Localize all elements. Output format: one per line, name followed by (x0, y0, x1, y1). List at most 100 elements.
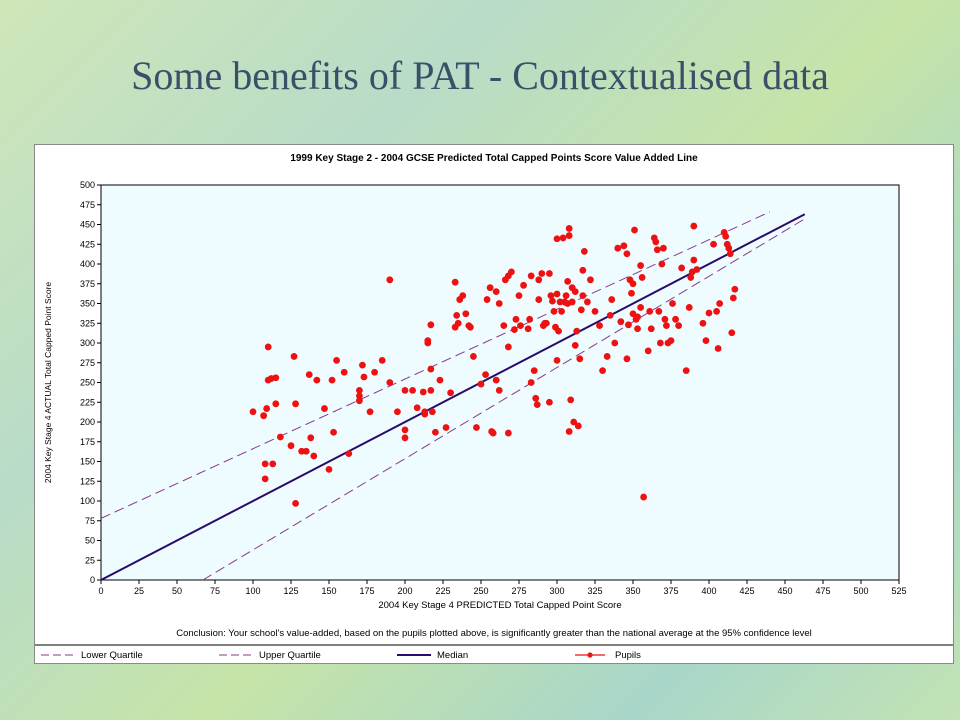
pupil-point (427, 365, 435, 373)
pupil-point (394, 408, 401, 416)
pupil-point (413, 404, 421, 412)
pupil-point (646, 308, 654, 315)
pupil-point (359, 361, 366, 369)
pupil-point (272, 374, 280, 382)
x-tick-label: 375 (663, 586, 678, 596)
chart-panel: 1999 Key Stage 2 - 2004 GCSE Predicted T… (34, 144, 954, 664)
pupil-point (546, 270, 553, 277)
y-tick-label: 75 (85, 516, 95, 526)
pupil-point (577, 306, 585, 314)
y-tick-label: 400 (80, 259, 95, 269)
pupil-point (533, 401, 541, 409)
pupil-point (587, 276, 594, 284)
x-tick-label: 325 (587, 586, 602, 596)
pupil-point (576, 355, 584, 363)
pupil-point (579, 266, 587, 274)
value-added-scatter-chart: 1999 Key Stage 2 - 2004 GCSE Predicted T… (35, 153, 953, 661)
pupil-point (512, 315, 520, 323)
x-tick-label: 475 (815, 586, 830, 596)
pupil-point (261, 475, 269, 483)
x-tick-label: 225 (435, 586, 450, 596)
pupil-point (638, 274, 646, 281)
pupil-point (716, 300, 724, 307)
pupil-point (473, 424, 480, 431)
pupil-point (378, 356, 386, 364)
pupil-point (325, 466, 333, 473)
x-axis-label: 2004 Key Stage 4 PREDICTED Total Capped … (378, 600, 621, 611)
pupil-point (538, 270, 546, 277)
pupil-point (419, 388, 427, 396)
pupil-point (722, 232, 730, 240)
pupil-point (579, 292, 587, 299)
pupil-point (623, 250, 631, 258)
pupil-point (678, 264, 686, 272)
pupil-point (614, 244, 622, 252)
pupil-point (483, 296, 491, 303)
pupil-point (675, 322, 682, 330)
pupil-point (573, 327, 581, 335)
pupil-point (729, 294, 737, 302)
legend-pupils-marker (587, 652, 593, 658)
x-tick-label: 200 (397, 586, 412, 596)
y-tick-label: 0 (90, 575, 95, 585)
pupil-point (428, 408, 436, 416)
x-tick-label: 50 (172, 586, 182, 596)
pupil-point (504, 429, 512, 437)
pupil-point (608, 296, 616, 303)
pupil-point (634, 325, 641, 333)
pupil-point (658, 260, 666, 268)
pupil-point (310, 452, 318, 460)
pupil-point (565, 225, 573, 232)
pupil-point (570, 418, 578, 426)
pupil-point (549, 297, 556, 305)
x-tick-label: 400 (701, 586, 716, 596)
pupil-point (307, 434, 315, 442)
pupil-point (728, 329, 736, 337)
chart-title: 1999 Key Stage 2 - 2004 GCSE Predicted T… (290, 153, 698, 164)
pupil-point (710, 240, 717, 248)
pupil-point (584, 298, 591, 306)
line-upper-quartile (100, 211, 771, 519)
pupil-point (530, 367, 538, 375)
pupil-point (644, 347, 652, 355)
y-tick-label: 450 (80, 220, 95, 230)
pupil-point (492, 376, 500, 384)
pupil-point (628, 289, 635, 297)
y-tick-label: 350 (80, 299, 95, 309)
pupil-point (524, 325, 532, 333)
pupil-point (629, 280, 637, 288)
pupil-point (591, 308, 599, 315)
pupil-point (371, 368, 378, 376)
pupil-point (495, 300, 503, 307)
pupil-point (731, 285, 739, 293)
pupil-point (631, 226, 638, 234)
y-tick-label: 225 (80, 397, 95, 407)
pupil-point (328, 376, 336, 384)
y-tick-label: 175 (80, 437, 95, 447)
pupil-point (482, 371, 489, 378)
pupil-point (489, 429, 497, 437)
pupil-point (656, 339, 664, 347)
pupil-point (637, 304, 644, 311)
pupil-point (571, 288, 579, 296)
pupil-point (272, 400, 280, 408)
y-tick-label: 50 (85, 536, 95, 546)
pupil-point (401, 434, 409, 442)
pupil-point (486, 284, 494, 292)
pupil-point (409, 387, 416, 394)
pupil-point (693, 266, 701, 273)
pupil-point (690, 256, 698, 264)
pupil-point (305, 371, 313, 378)
pupil-point (427, 387, 435, 394)
pupil-point (386, 276, 394, 284)
pupil-point (542, 319, 550, 327)
pupil-point (655, 308, 663, 315)
pupil-point (596, 322, 603, 330)
pupil-point (330, 428, 337, 436)
pupil-point (725, 244, 733, 252)
pupil-point (713, 308, 720, 315)
pupil-point (705, 309, 713, 317)
pupil-point (617, 318, 625, 326)
pupil-point (690, 222, 698, 230)
x-tick-label: 350 (625, 586, 640, 596)
